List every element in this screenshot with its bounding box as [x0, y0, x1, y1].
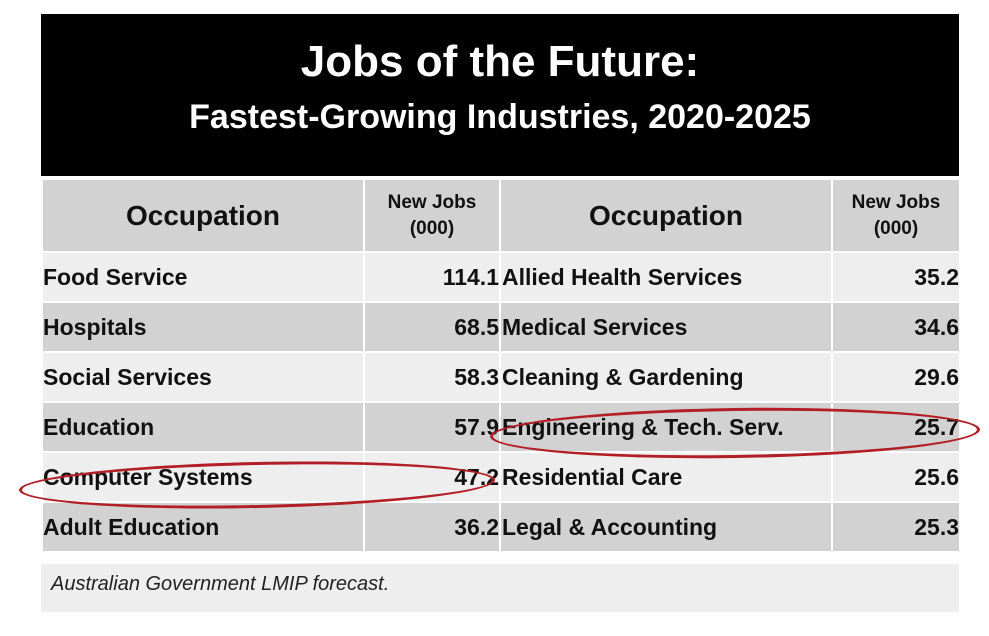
jobs-table: Occupation New Jobs (000) Occupation New…: [41, 178, 961, 553]
new-jobs-cell: 47.2: [363, 451, 501, 503]
column-header-new-jobs-left: New Jobs (000): [363, 178, 501, 253]
occupation-cell: Allied Health Services: [499, 251, 833, 303]
occupation-cell: Cleaning & Gardening: [499, 351, 833, 403]
slide-title: Jobs of the Future:: [300, 37, 700, 86]
new-jobs-cell: 114.1: [363, 251, 501, 303]
source-note: Australian Government LMIP forecast.: [41, 564, 959, 612]
new-jobs-cell: 25.3: [831, 501, 961, 553]
occupation-cell: Social Services: [41, 351, 365, 403]
slide: Jobs of the Future: Fastest-Growing Indu…: [18, 14, 981, 612]
column-header-new-jobs-right: New Jobs (000): [831, 178, 961, 253]
column-header-occupation-left: Occupation: [41, 178, 365, 253]
column-header-new-jobs-unit: (000): [873, 217, 919, 239]
table-header-row: Occupation New Jobs (000) Occupation New…: [41, 178, 961, 253]
occupation-cell: Legal & Accounting: [499, 501, 833, 553]
table-row: Social Services 58.3 Cleaning & Gardenin…: [41, 351, 961, 403]
occupation-cell: Education: [41, 401, 365, 453]
occupation-cell: Hospitals: [41, 301, 365, 353]
new-jobs-cell: 36.2: [363, 501, 501, 553]
new-jobs-cell: 58.3: [363, 351, 501, 403]
column-header-new-jobs-label: New Jobs: [387, 191, 477, 213]
slide-subtitle: Fastest-Growing Industries, 2020-2025: [189, 98, 811, 136]
new-jobs-cell: 25.6: [831, 451, 961, 503]
column-header-new-jobs-label: New Jobs: [851, 191, 941, 213]
table-row: Hospitals 68.5 Medical Services 34.6: [41, 301, 961, 353]
table-row: Adult Education 36.2 Legal & Accounting …: [41, 501, 961, 553]
occupation-cell: Food Service: [41, 251, 365, 303]
occupation-cell: Medical Services: [499, 301, 833, 353]
occupation-cell: Computer Systems: [41, 451, 365, 503]
new-jobs-cell: 35.2: [831, 251, 961, 303]
table-row: Education 57.9 Engineering & Tech. Serv.…: [41, 401, 961, 453]
new-jobs-cell: 25.7: [831, 401, 961, 453]
table-row: Food Service 114.1 Allied Health Service…: [41, 251, 961, 303]
column-header-new-jobs-unit: (000): [409, 217, 455, 239]
new-jobs-cell: 34.6: [831, 301, 961, 353]
new-jobs-cell: 29.6: [831, 351, 961, 403]
table-row: Computer Systems 47.2 Residential Care 2…: [41, 451, 961, 503]
occupation-cell: Adult Education: [41, 501, 365, 553]
title-banner: Jobs of the Future: Fastest-Growing Indu…: [41, 14, 959, 176]
occupation-cell: Residential Care: [499, 451, 833, 503]
new-jobs-cell: 68.5: [363, 301, 501, 353]
column-header-occupation-right: Occupation: [499, 178, 833, 253]
new-jobs-cell: 57.9: [363, 401, 501, 453]
occupation-cell: Engineering & Tech. Serv.: [499, 401, 833, 453]
